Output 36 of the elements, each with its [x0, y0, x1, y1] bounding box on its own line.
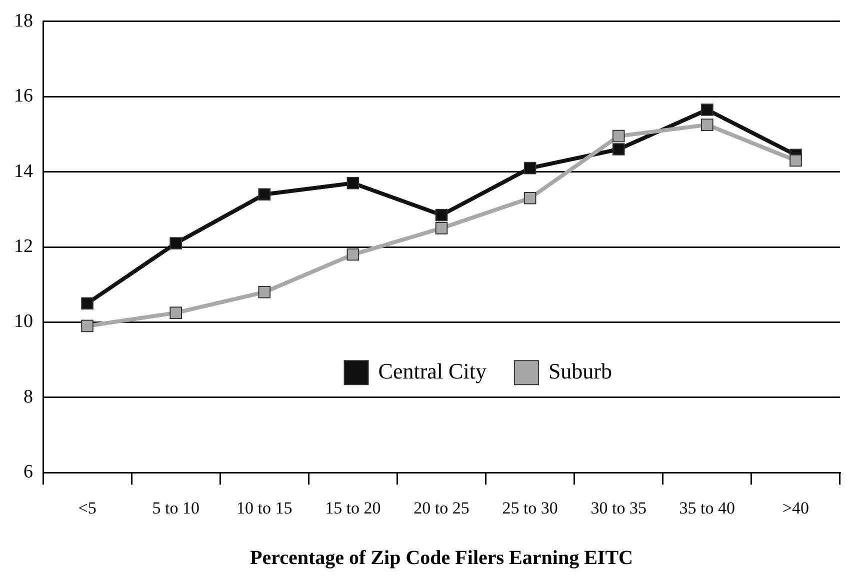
point	[346, 176, 360, 190]
x-tick-label: 30 to 35	[590, 498, 646, 518]
legend-label: Central City	[378, 358, 486, 384]
point	[258, 286, 271, 298]
x-tick-label: 10 to 15	[236, 498, 292, 518]
x-tick-label: <5	[78, 498, 96, 518]
point	[170, 237, 182, 250]
x-tick-label: 20 to 25	[414, 498, 470, 518]
point	[524, 162, 536, 174]
y-tick-label: 16	[14, 86, 33, 107]
legend-label: Suburb	[548, 358, 612, 384]
point	[524, 192, 536, 204]
point	[435, 222, 448, 234]
y-tick-label: 10	[14, 311, 33, 332]
x-tick-label: 25 to 30	[502, 498, 558, 518]
y-tick-label: 18	[14, 10, 33, 32]
x-tick-label: 35 to 40	[679, 498, 736, 518]
point	[81, 297, 94, 310]
point	[701, 104, 714, 116]
x-axis-title: Percentage of Zip Code Filers Earning EITC	[250, 547, 633, 570]
point	[170, 306, 182, 319]
point	[258, 188, 271, 201]
point	[612, 130, 625, 142]
x-tick-label: 15 to 20	[325, 498, 381, 518]
point	[612, 143, 625, 156]
y-tick-label: 12	[14, 236, 33, 257]
y-tick-label: 14	[14, 160, 34, 182]
x-tick-label: 5 to 10	[152, 498, 200, 518]
y-tick-label: 6	[24, 462, 33, 483]
y-tick-label: 8	[24, 386, 33, 408]
point	[701, 118, 714, 131]
point	[346, 248, 360, 261]
point	[435, 208, 448, 222]
point	[790, 154, 802, 167]
x-tick-label: >40	[782, 498, 810, 518]
point	[81, 320, 94, 332]
